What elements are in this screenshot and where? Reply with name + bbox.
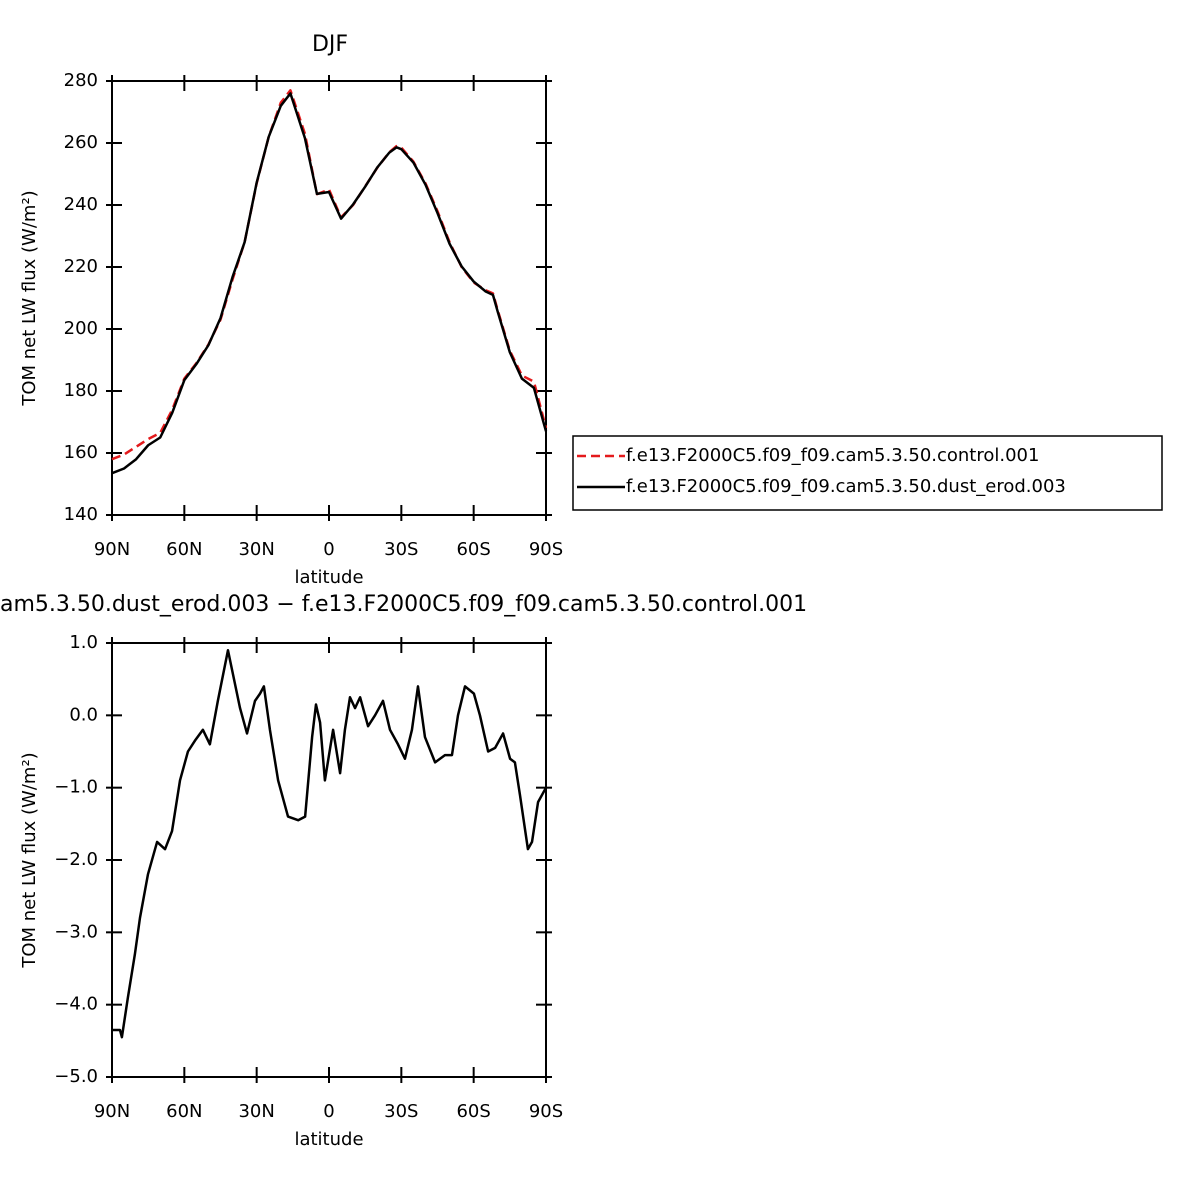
x-tick-label: 90S <box>529 539 563 560</box>
y-tick-label: 180 <box>64 380 98 401</box>
x-tick-label: 30S <box>384 1101 418 1122</box>
series-line <box>111 89 548 461</box>
legend-label: f.e13.F2000C5.f09_f09.cam5.3.50.dust_ero… <box>626 476 1066 497</box>
series-line <box>111 92 548 475</box>
y-tick-label: 280 <box>64 70 98 91</box>
x-tick-label: 60N <box>166 1101 202 1122</box>
x-tick-label: 90S <box>529 1101 563 1122</box>
x-tick-label: 0 <box>323 1101 334 1122</box>
y-tick-label: 260 <box>64 132 98 153</box>
y-axis-label: TOM net LW flux (W/m²) <box>19 190 40 406</box>
x-axis-label: latitude <box>294 1129 363 1150</box>
legend-label: f.e13.F2000C5.f09_f09.cam5.3.50.control.… <box>626 445 1039 466</box>
y-tick-label: −1.0 <box>54 777 98 798</box>
plot-frame <box>111 642 547 1078</box>
x-tick-label: 60S <box>456 539 490 560</box>
y-axis-label: TOM net LW flux (W/m²) <box>19 752 40 968</box>
y-tick-label: 200 <box>64 318 98 339</box>
series-line <box>112 648 548 1039</box>
y-tick-label: 0.0 <box>69 704 98 725</box>
y-tick-label: −4.0 <box>54 994 98 1015</box>
x-tick-label: 60N <box>166 539 202 560</box>
chart-title: am5.3.50.dust_erod.003 − f.e13.F2000C5.f… <box>0 592 807 617</box>
x-axis-label: latitude <box>294 567 363 588</box>
x-tick-label: 0 <box>323 539 334 560</box>
x-tick-label: 60S <box>456 1101 490 1122</box>
chart-title: DJF <box>312 32 348 57</box>
y-tick-label: 160 <box>64 442 98 463</box>
y-tick-label: 1.0 <box>69 632 98 653</box>
y-tick-label: −2.0 <box>54 849 98 870</box>
y-tick-label: −5.0 <box>54 1066 98 1087</box>
x-tick-label: 30N <box>238 539 274 560</box>
y-tick-label: −3.0 <box>54 921 98 942</box>
y-tick-label: 240 <box>64 194 98 215</box>
y-tick-label: 140 <box>64 504 98 525</box>
plot-frame <box>111 80 547 516</box>
y-tick-label: 220 <box>64 256 98 277</box>
x-tick-label: 90N <box>94 1101 130 1122</box>
x-tick-label: 30S <box>384 539 418 560</box>
legend-box <box>572 435 1163 511</box>
x-tick-label: 30N <box>238 1101 274 1122</box>
x-tick-label: 90N <box>94 539 130 560</box>
